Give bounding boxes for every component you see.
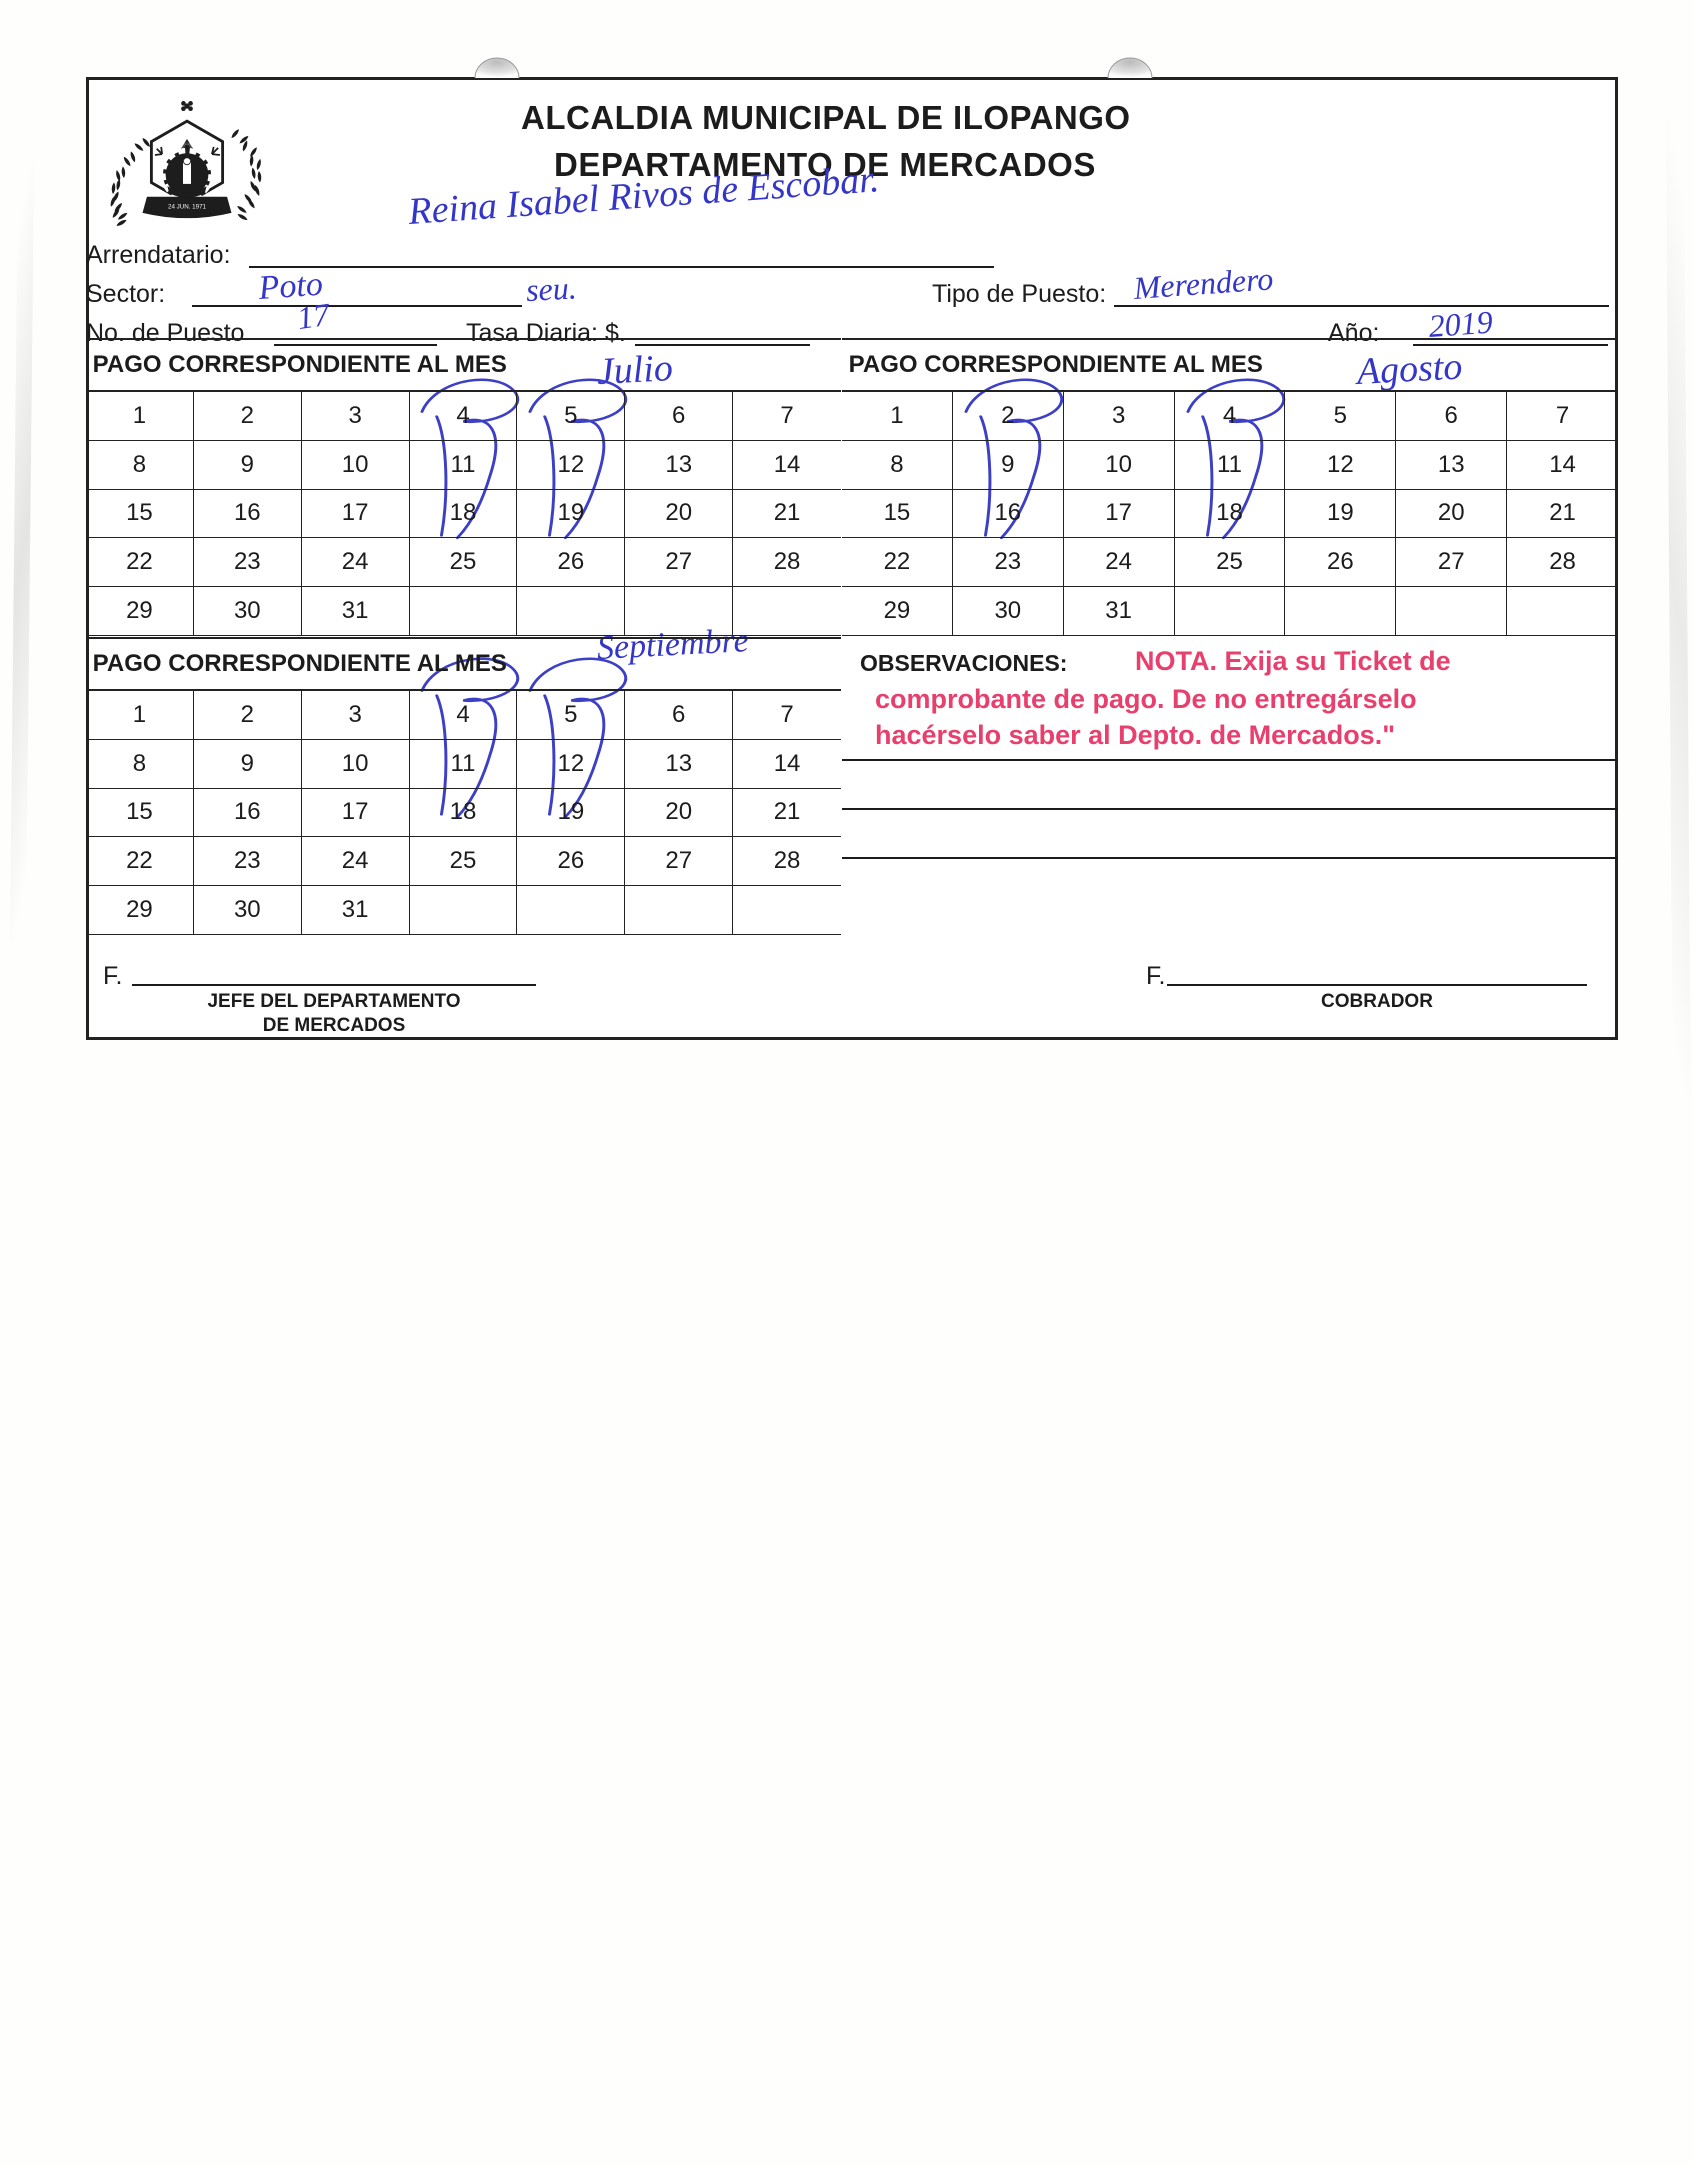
- svg-text:24 JUN. 1971: 24 JUN. 1971: [168, 203, 207, 210]
